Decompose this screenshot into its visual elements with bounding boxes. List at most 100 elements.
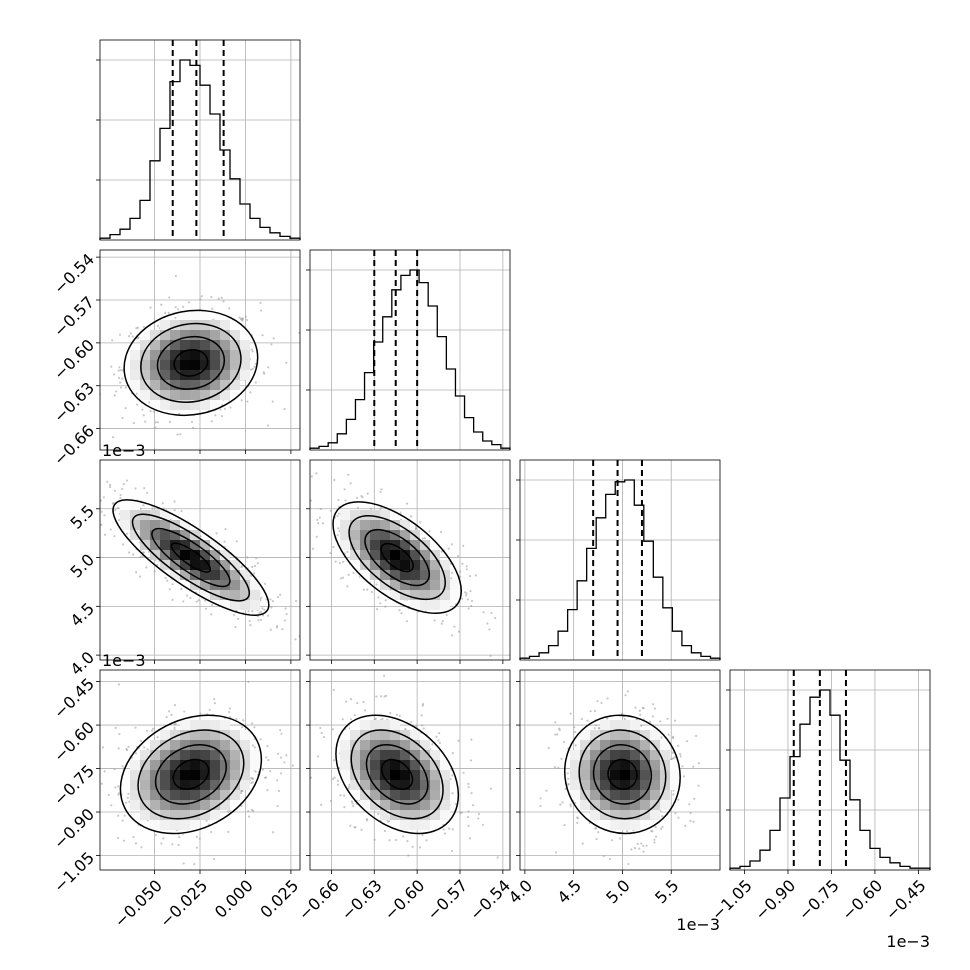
scatter-point bbox=[127, 334, 131, 338]
scatter-point bbox=[333, 478, 336, 482]
density-cell bbox=[420, 740, 430, 750]
density-cell bbox=[640, 820, 650, 830]
density-cell bbox=[640, 810, 650, 820]
density-cell bbox=[390, 590, 400, 600]
scatter-point bbox=[118, 732, 121, 736]
scatter-point bbox=[89, 834, 91, 836]
scatter-point bbox=[272, 337, 275, 340]
contour-line bbox=[563, 714, 681, 835]
density-cell bbox=[650, 780, 660, 790]
scatter-point bbox=[142, 325, 145, 328]
density-cell bbox=[410, 740, 420, 750]
density-cell bbox=[200, 770, 210, 780]
density-cell bbox=[210, 330, 220, 340]
scatter-point bbox=[267, 366, 270, 369]
scatter-point bbox=[340, 577, 343, 580]
density-cell bbox=[400, 810, 410, 820]
density-cell bbox=[150, 760, 160, 770]
scatter-point bbox=[109, 528, 112, 531]
scatter-point bbox=[471, 804, 475, 807]
density-cell bbox=[430, 600, 440, 610]
scatter-point bbox=[154, 833, 157, 837]
scatter-point bbox=[118, 333, 122, 336]
x-tick-label: 5.0 bbox=[602, 876, 633, 907]
scatter-point bbox=[227, 830, 230, 833]
contour-line bbox=[350, 729, 444, 820]
density-cell bbox=[210, 810, 220, 820]
scatter-point bbox=[693, 797, 696, 800]
x-tick-label: −0.050 bbox=[111, 876, 166, 931]
scatter-point bbox=[347, 785, 351, 789]
scatter-point bbox=[363, 709, 367, 712]
scatter-point bbox=[228, 307, 231, 310]
density-content bbox=[100, 479, 300, 641]
density-cell bbox=[630, 750, 640, 760]
density-panel-2-3 bbox=[516, 669, 721, 874]
scatter-point bbox=[193, 863, 196, 866]
density-cell bbox=[170, 360, 180, 370]
scatter-point bbox=[113, 394, 116, 397]
density-cell bbox=[430, 770, 440, 780]
density-cell bbox=[180, 540, 190, 550]
density-cell bbox=[410, 810, 420, 820]
density-cell bbox=[400, 520, 410, 530]
scatter-point bbox=[259, 618, 262, 622]
scatter-point bbox=[119, 368, 122, 372]
density-cell bbox=[220, 600, 230, 610]
contour-line bbox=[156, 335, 226, 390]
density-cell bbox=[180, 330, 190, 340]
density-cell bbox=[380, 530, 390, 540]
density-cell bbox=[350, 750, 360, 760]
scatter-point bbox=[681, 765, 684, 768]
density-cell bbox=[220, 780, 230, 790]
scatter-point bbox=[638, 709, 641, 712]
scatter-point bbox=[642, 850, 645, 853]
scatter-point bbox=[379, 507, 383, 510]
scatter-point bbox=[146, 729, 149, 732]
density-cell bbox=[150, 810, 160, 820]
scatter-point bbox=[276, 752, 280, 755]
x-tick-label: −0.60 bbox=[838, 876, 886, 924]
scatter-point bbox=[319, 507, 322, 511]
scatter-point bbox=[379, 695, 383, 698]
density-cell bbox=[590, 730, 600, 740]
density-cell bbox=[180, 800, 190, 810]
density-cell bbox=[430, 540, 440, 550]
density-cell bbox=[340, 510, 350, 520]
scatter-point bbox=[179, 433, 182, 436]
density-cell bbox=[230, 750, 240, 760]
scatter-point bbox=[267, 759, 270, 762]
density-cell bbox=[360, 800, 370, 810]
scatter-point bbox=[121, 543, 125, 546]
scatter-point bbox=[210, 613, 213, 616]
density-cell bbox=[420, 750, 430, 760]
scatter-point bbox=[121, 819, 124, 822]
scatter-point bbox=[213, 698, 216, 701]
scatter-point bbox=[220, 415, 224, 418]
density-cell bbox=[240, 370, 250, 380]
density-cell bbox=[230, 350, 240, 360]
panel-frame bbox=[309, 669, 511, 871]
density-cell bbox=[620, 720, 630, 730]
density-cell bbox=[410, 560, 420, 570]
scatter-point bbox=[137, 336, 140, 339]
density-cell bbox=[170, 340, 180, 350]
scatter-point bbox=[634, 706, 637, 709]
scatter-point bbox=[558, 727, 561, 730]
scatter-point bbox=[255, 557, 258, 560]
density-cell bbox=[130, 520, 140, 530]
scatter-point bbox=[139, 507, 142, 510]
scatter-point bbox=[438, 741, 442, 744]
density-cell bbox=[400, 540, 410, 550]
density-cell bbox=[210, 540, 220, 550]
density-cell bbox=[620, 810, 630, 820]
scatter-point bbox=[677, 798, 680, 801]
scatter-point bbox=[108, 483, 112, 487]
density-cell bbox=[370, 800, 380, 810]
density-cell bbox=[170, 800, 180, 810]
scatter-point bbox=[270, 343, 273, 346]
scatter-point bbox=[125, 479, 129, 482]
density-cell bbox=[400, 550, 410, 560]
density-cell bbox=[580, 770, 590, 780]
density-cell bbox=[240, 570, 250, 580]
